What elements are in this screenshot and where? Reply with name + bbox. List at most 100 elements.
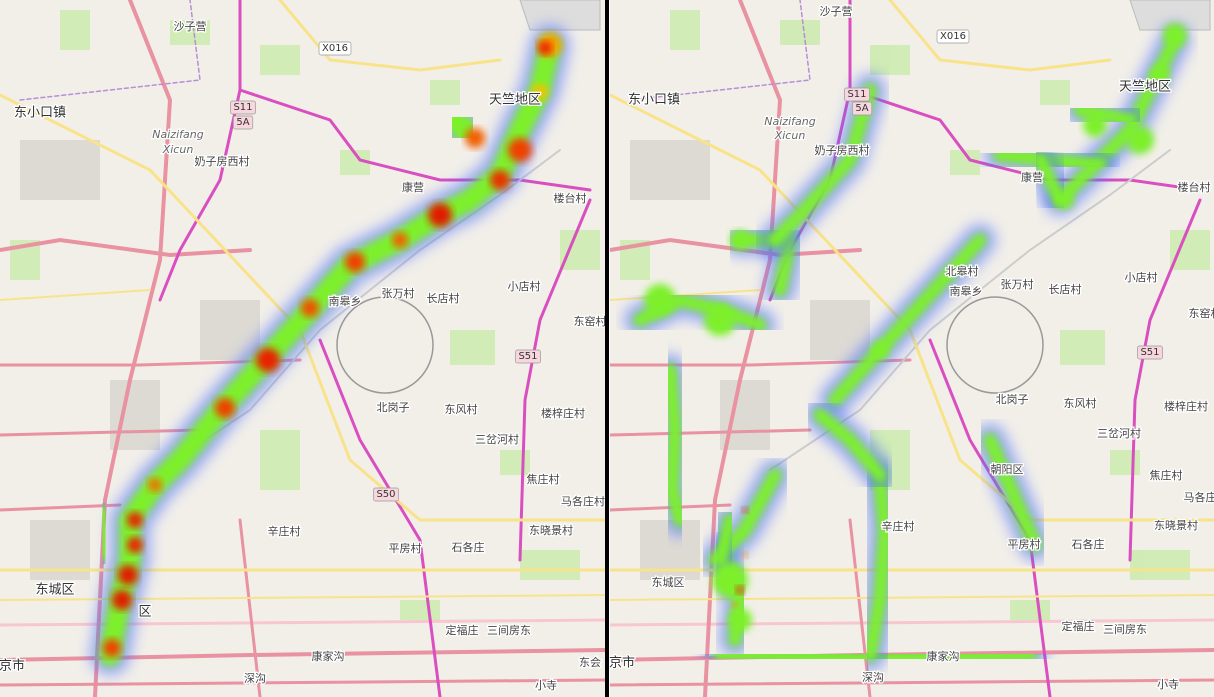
heat-core <box>1033 153 1067 207</box>
place-label: 张万村 <box>1001 277 1034 291</box>
place-label: 朝阳区 <box>991 463 1024 476</box>
place-label: Xicun <box>774 129 806 142</box>
heat-spot <box>127 537 143 553</box>
heat-spot <box>465 128 485 148</box>
place-labels: 沙子营X016S115A东小口镇NaizifangXicun奶子房西村天竺地区康… <box>0 3 1214 694</box>
place-label: 辛庄村 <box>268 524 301 538</box>
place-label: 定福庄 <box>1062 619 1095 633</box>
heat-spot <box>301 299 319 317</box>
place-label: 楼梓庄村 <box>541 406 585 420</box>
heat-spot <box>215 398 235 418</box>
right-heatmap <box>624 23 1191 674</box>
heat-spot <box>736 586 744 594</box>
road-shield <box>936 29 970 44</box>
place-label: X016 <box>322 43 348 54</box>
road-shield <box>844 87 870 102</box>
heat-spot <box>392 232 408 248</box>
place-label: 东窑村 <box>574 314 607 328</box>
place-label: 小寺 <box>535 679 557 692</box>
place-label: X016 <box>940 31 966 42</box>
heat-core <box>1073 103 1137 127</box>
heat-spot <box>644 284 676 316</box>
place-label: S11 <box>233 102 252 113</box>
place-label: 北岗子 <box>996 393 1029 406</box>
place-label: 张万村 <box>382 286 415 300</box>
place-label: 小寺 <box>1157 678 1179 691</box>
place-label: 南皋乡 <box>950 284 983 298</box>
heat-spot <box>704 304 736 336</box>
place-label: 北岗子 <box>377 401 410 414</box>
place-label: 楼台村 <box>554 191 587 205</box>
place-label: 东城区 <box>35 583 74 598</box>
place-label: 北皋村 <box>946 264 979 278</box>
heat-spot <box>112 590 132 610</box>
place-label: 京市 <box>609 655 635 671</box>
road-shield <box>230 100 256 115</box>
place-label: 平房村 <box>389 541 422 555</box>
road-shield <box>373 487 399 502</box>
heat-spot <box>256 348 280 372</box>
heat-spot <box>532 84 548 100</box>
place-label: 康家沟 <box>312 649 345 663</box>
place-label: 平房村 <box>1008 537 1041 551</box>
heat-spot <box>345 252 365 272</box>
place-label: 马各庄 <box>1184 490 1214 504</box>
place-label: 深沟 <box>244 672 266 685</box>
road-shield <box>515 349 541 364</box>
heat-spot <box>127 512 143 528</box>
place-label: Xicun <box>162 143 194 156</box>
place-label: 东风村 <box>445 402 478 416</box>
place-label: 小店村 <box>508 279 541 293</box>
heat-core <box>983 433 1042 552</box>
place-label: 天竺地区 <box>1119 80 1171 95</box>
heat-spot <box>1150 65 1170 85</box>
heat-spot <box>742 552 748 558</box>
heat-spot <box>732 602 738 608</box>
place-label: 天竺地区 <box>489 93 541 108</box>
place-label: 康家沟 <box>927 649 960 663</box>
place-label: 南皋乡 <box>329 294 362 308</box>
place-label: 东风村 <box>1064 396 1097 410</box>
left-heatmap <box>87 25 570 675</box>
heat-spot <box>538 41 552 55</box>
place-label: 东晓景村 <box>529 523 573 537</box>
place-label: 辛庄村 <box>882 519 915 533</box>
place-label: 三间房东 <box>487 624 531 637</box>
place-label: 长店村 <box>1049 282 1082 296</box>
place-label: 康营 <box>402 180 424 194</box>
place-label: 区 <box>138 605 151 620</box>
heat-core <box>713 513 737 567</box>
place-label: 定福庄 <box>446 623 479 637</box>
heat-core <box>828 233 987 407</box>
place-label: 沙子营 <box>820 4 853 18</box>
place-label: 深沟 <box>862 671 884 684</box>
place-label: 焦庄村 <box>527 472 560 486</box>
place-label: Naizifang <box>152 128 203 141</box>
heat-core <box>663 363 687 527</box>
road-shield <box>318 41 352 56</box>
place-label: 5A <box>855 103 868 114</box>
road-shield <box>233 115 254 130</box>
heat-spot <box>1126 126 1154 154</box>
place-label: 5A <box>236 117 249 128</box>
heat-core <box>768 83 877 247</box>
place-label: 三岔河村 <box>1097 426 1141 440</box>
heat-spot <box>148 478 162 492</box>
place-label: S51 <box>1140 347 1159 358</box>
place-label: 马各庄村 <box>561 494 605 508</box>
place-label: 东会 <box>579 656 601 669</box>
place-label: 沙子营 <box>174 19 207 33</box>
heat-spot <box>728 608 752 632</box>
heat-spot <box>1056 191 1074 209</box>
heat-spot <box>490 170 510 190</box>
place-label: 京市 <box>0 658 25 674</box>
place-label: S51 <box>518 351 537 362</box>
heat-core <box>863 473 892 662</box>
place-label: 东窑村 <box>1189 306 1214 320</box>
heat-spot <box>871 341 889 359</box>
place-label: 小店村 <box>1125 270 1158 284</box>
place-label: S50 <box>376 489 395 500</box>
place-label: 三间房东 <box>1103 623 1147 636</box>
road-shield <box>852 101 873 116</box>
